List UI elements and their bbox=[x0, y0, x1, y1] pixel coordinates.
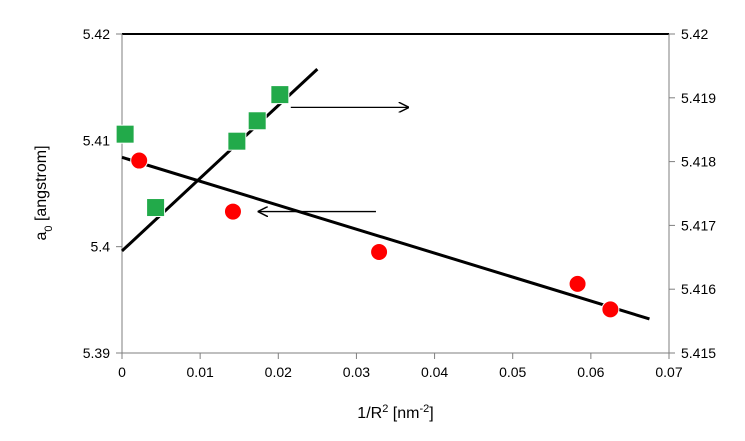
x-axis-label-unit-superscript: -2 bbox=[419, 403, 429, 415]
right-y-tick-label: 5.417 bbox=[681, 217, 716, 233]
y-axis-label-subscript: 0 bbox=[43, 226, 55, 232]
x-axis-label-superscript: 2 bbox=[382, 403, 388, 415]
x-axis-label-unit-open: [nm bbox=[388, 405, 419, 422]
red-circle-point bbox=[223, 202, 242, 221]
y-axis-label: a0 [angstrom] bbox=[33, 145, 55, 240]
right-y-tick-label: 5.418 bbox=[681, 154, 716, 170]
green-square-point bbox=[146, 198, 166, 218]
x-tick-label: 0.06 bbox=[577, 364, 604, 380]
x-tick-label: 0.03 bbox=[343, 364, 370, 380]
x-axis-label-base: 1/R bbox=[357, 405, 382, 422]
red-circle-point bbox=[130, 151, 149, 170]
left-y-tick-label: 5.4 bbox=[91, 239, 111, 255]
x-tick-label: 0.05 bbox=[499, 364, 526, 380]
x-axis-label: 1/R2 [nm-2] bbox=[357, 403, 433, 422]
fit-line-left-axis bbox=[121, 155, 650, 321]
y-axis-label-suffix: [angstrom] bbox=[33, 145, 50, 225]
red-circle-point bbox=[370, 242, 389, 261]
green-square-point bbox=[247, 111, 267, 131]
y-axis-label-group: a0 [angstrom] bbox=[33, 145, 55, 240]
green-square-point bbox=[227, 131, 247, 151]
y-axis-label-prefix: a bbox=[33, 232, 50, 241]
left-y-tick-label: 5.39 bbox=[83, 345, 110, 361]
green-square-point bbox=[270, 85, 290, 105]
right-y-tick-label: 5.415 bbox=[681, 345, 716, 361]
red-circle-point bbox=[568, 274, 587, 293]
right-y-tick-label: 5.416 bbox=[681, 281, 716, 297]
x-tick-label: 0.02 bbox=[265, 364, 292, 380]
x-tick-label: 0.01 bbox=[187, 364, 214, 380]
red-circle-point bbox=[601, 300, 620, 319]
x-tick-label: 0.04 bbox=[421, 364, 448, 380]
left-y-tick-label: 5.42 bbox=[83, 26, 110, 42]
right-y-tick-label: 5.419 bbox=[681, 90, 716, 106]
x-tick-label: 0 bbox=[118, 364, 126, 380]
right-y-tick-label: 5.42 bbox=[681, 26, 708, 42]
green-square-point bbox=[115, 124, 135, 144]
x-axis-label-unit-close: ] bbox=[429, 405, 433, 422]
x-tick-label: 0.07 bbox=[655, 364, 682, 380]
left-y-tick-label: 5.41 bbox=[83, 132, 110, 148]
